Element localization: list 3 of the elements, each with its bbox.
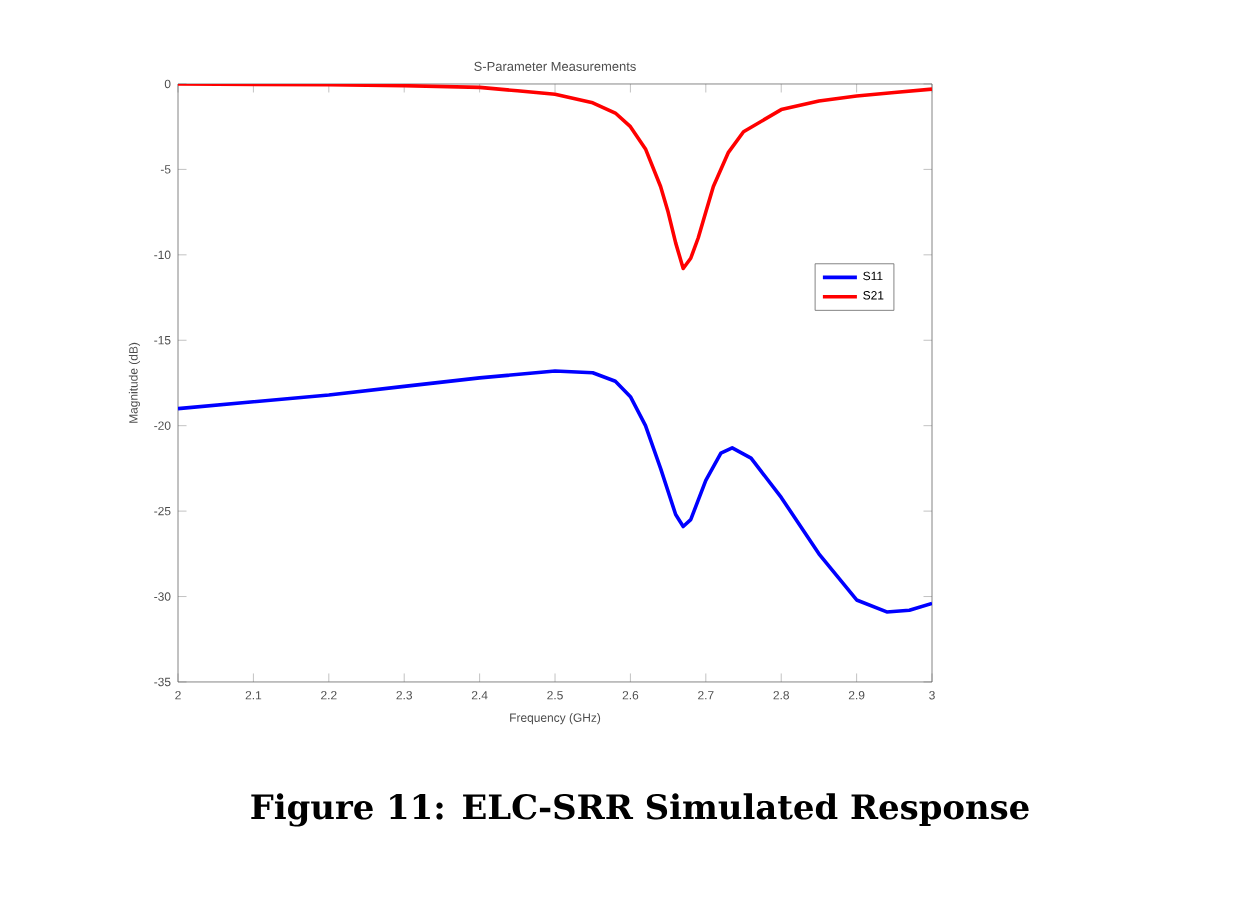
line-series <box>178 369 933 614</box>
line-series <box>178 83 933 271</box>
text: Figure 11: ELC-SRR Simulated Response <box>251 793 1029 827</box>
